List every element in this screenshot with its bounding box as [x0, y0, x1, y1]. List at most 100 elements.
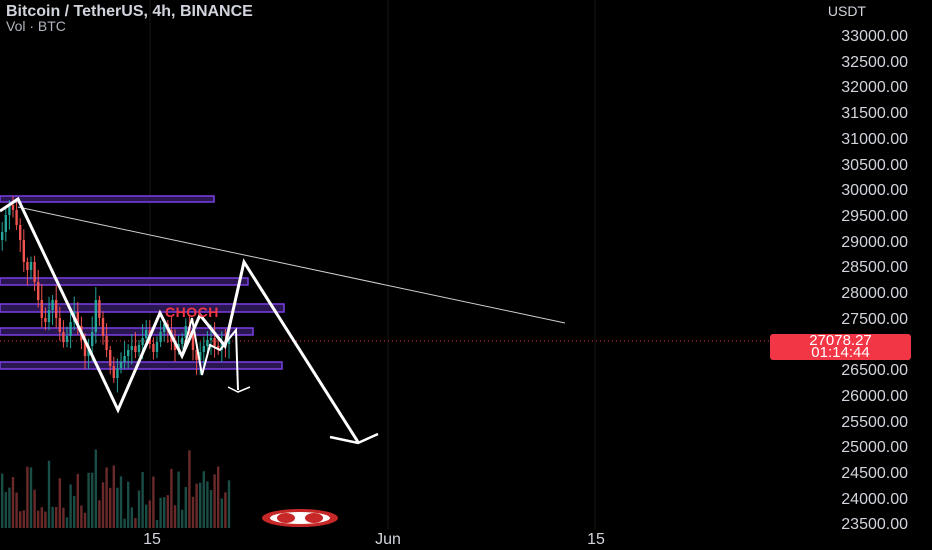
- price-label: 30500.00: [841, 156, 908, 174]
- candle-body: [145, 330, 148, 338]
- candle-body: [4, 215, 7, 232]
- last-price-value: 27078.27: [809, 332, 872, 349]
- volume-bar: [73, 495, 76, 528]
- volume-bar: [26, 466, 29, 528]
- volume-bar: [40, 507, 43, 528]
- candle-body: [159, 332, 162, 342]
- candle-body: [98, 300, 101, 318]
- candle-body: [123, 356, 126, 362]
- candle-body: [94, 300, 97, 332]
- volume-bar: [166, 495, 169, 528]
- candles: [1, 196, 231, 393]
- zone-box: [0, 195, 215, 203]
- time-label-15: 15: [143, 531, 161, 548]
- zigzag-drawing: [0, 196, 360, 443]
- volume-bar: [19, 511, 22, 528]
- volume-bar: [11, 477, 15, 528]
- candle-body: [141, 338, 144, 345]
- choch-label: CHOCH: [165, 304, 219, 320]
- volume-bar: [159, 497, 162, 528]
- price-label: 29000.00: [841, 233, 908, 251]
- volume-bar: [130, 507, 133, 528]
- candle-body: [119, 362, 123, 368]
- candle-body: [76, 312, 79, 326]
- volume-legend[interactable]: Vol · BTC: [6, 18, 66, 34]
- volume-bar: [37, 510, 40, 528]
- small-zigzag-drawing: [181, 317, 239, 391]
- price-label: 25000.00: [841, 439, 908, 457]
- candle-body: [127, 350, 130, 356]
- volume-bar: [213, 474, 216, 528]
- volume-bar: [181, 509, 184, 528]
- volume-bar: [44, 511, 47, 528]
- candle-body: [199, 352, 202, 360]
- price-label: 31500.00: [841, 105, 908, 123]
- candle-body: [152, 344, 155, 352]
- candle-body: [40, 300, 43, 318]
- last-price-tag: 27078.27 01:14:44: [770, 332, 911, 361]
- candle-body: [130, 346, 133, 350]
- candle-body: [137, 345, 141, 352]
- candle-body: [83, 340, 87, 356]
- volume-bar: [220, 498, 223, 528]
- volume-bar: [4, 492, 7, 528]
- volume-bar: [76, 473, 79, 528]
- price-label: 31000.00: [841, 130, 908, 148]
- volume-bar: [87, 472, 90, 528]
- candle-body: [22, 240, 25, 262]
- symbol-title[interactable]: Bitcoin / TetherUS, 4h, BINANCE: [6, 3, 253, 20]
- price-label: 24500.00: [841, 464, 908, 482]
- volume-bar: [65, 517, 69, 528]
- time-axis[interactable]: 15 Jun 15: [0, 530, 932, 550]
- price-label: 27500.00: [841, 310, 908, 328]
- candle-body: [65, 336, 69, 342]
- zone-box: [0, 327, 254, 336]
- volume-bar: [91, 472, 94, 528]
- price-label: 32500.00: [841, 53, 908, 71]
- candle-body: [1, 232, 4, 240]
- price-label: 24000.00: [841, 490, 908, 508]
- candle-body: [213, 338, 216, 346]
- price-label: 25500.00: [841, 413, 908, 431]
- price-label: 28000.00: [841, 285, 908, 302]
- candle-body: [26, 262, 29, 270]
- volume-bar: [109, 487, 112, 528]
- bar-countdown: 01:14:44: [811, 344, 870, 361]
- volume-bar: [202, 471, 205, 528]
- candle-body: [227, 340, 231, 344]
- volume-bar: [177, 471, 180, 528]
- volume-bar: [29, 467, 33, 528]
- candle-body: [29, 262, 33, 270]
- zone-box: [0, 361, 283, 370]
- volume-bar: [134, 517, 137, 528]
- candle-body: [47, 310, 51, 322]
- volume-bar: [184, 486, 187, 528]
- volume-bar: [163, 497, 166, 528]
- candle-body: [33, 262, 36, 282]
- price-axis[interactable]: USDT 33000.00 32500.00 32000.00 31500.00 310…: [770, 0, 932, 550]
- volume-bar: [33, 489, 36, 528]
- candle-body: [91, 332, 94, 346]
- volume-bar: [1, 473, 4, 528]
- zone-box: [0, 277, 249, 286]
- volume-bar: [112, 465, 115, 528]
- candle-body: [173, 342, 177, 350]
- volume-bar: [137, 490, 141, 528]
- time-label-15-jun: 15: [587, 531, 605, 548]
- candle-body: [105, 336, 108, 350]
- price-label: 26000.00: [841, 387, 908, 405]
- volume-bar: [62, 507, 65, 528]
- candle-body: [8, 205, 11, 215]
- currency-label: USDT: [827, 3, 866, 19]
- candle-body: [195, 350, 198, 360]
- candle-body: [55, 300, 58, 318]
- candle-body: [181, 338, 184, 344]
- volume-bar: [8, 487, 11, 528]
- volume-bar: [191, 496, 195, 528]
- volume-bar: [195, 483, 198, 528]
- candle-body: [220, 342, 223, 350]
- candle-body: [134, 346, 137, 352]
- volume-bar: [227, 480, 231, 528]
- candle-body: [163, 324, 166, 332]
